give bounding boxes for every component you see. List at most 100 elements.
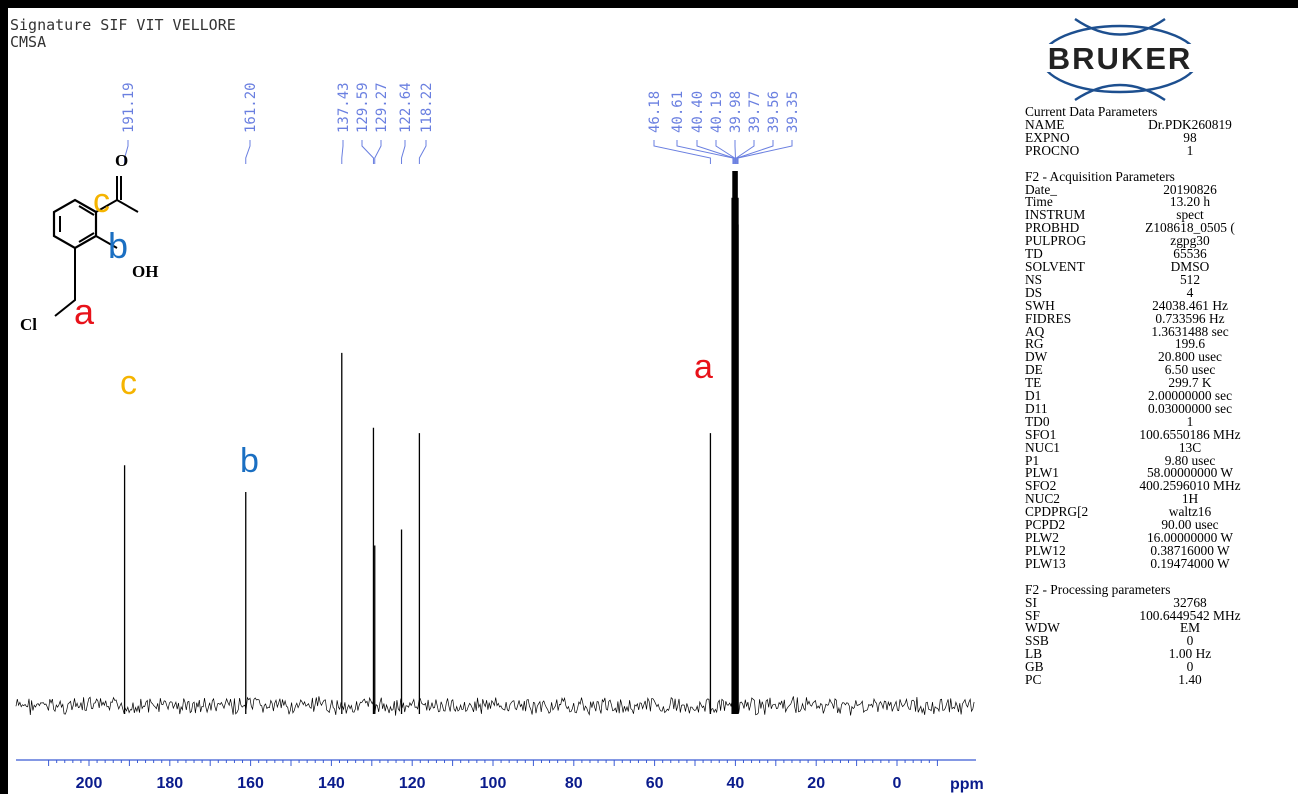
x-tick-label: 160 [237, 775, 264, 792]
peak-label: 39.77 [747, 91, 763, 133]
peak-label-connector [696, 140, 735, 164]
param-key: DS [1025, 284, 1043, 300]
param-key: INSTRUM [1025, 207, 1086, 223]
param-value: 9.80 usec [1164, 452, 1216, 468]
param-row: PCPD2 90.00 usec [1025, 518, 1293, 532]
param-row: NAME Dr.PDK260819 [1025, 116, 1293, 132]
logo-text: BRUKER [1048, 41, 1193, 76]
param-key: LB [1025, 646, 1043, 662]
param-row: SWH 24038.461 Hz [1025, 297, 1293, 313]
param-value: 1.3631488 sec [1151, 323, 1229, 339]
param-row: SFO2 400.2596010 MHz [1025, 478, 1293, 494]
param-value: 20190826 [1163, 181, 1217, 197]
x-tick-label: 20 [807, 775, 825, 792]
frame-top-border [0, 0, 1298, 8]
param-value: spect [1176, 207, 1204, 223]
param-value: 0.19474000 W [1150, 555, 1230, 571]
param-row: WDW EM [1025, 621, 1293, 635]
param-value: 58.00000000 W [1146, 465, 1234, 481]
param-key: TE [1025, 375, 1042, 391]
param-row: SFO1 100.6550186 MHz [1025, 428, 1293, 442]
param-key: NAME [1025, 116, 1065, 132]
param-key: PLW12 [1025, 542, 1066, 558]
param-row: TD0 1 [1025, 413, 1293, 429]
param-value: 1 [1186, 142, 1194, 158]
param-row: DS 4 [1025, 284, 1293, 300]
param-row: Date_ 20190826 [1025, 181, 1293, 197]
atom-label: Cl [20, 315, 37, 334]
peak-label-connector [736, 140, 774, 164]
x-tick-label: 140 [318, 775, 345, 792]
peak-label-connector [245, 140, 251, 164]
param-row: LB 1.00 Hz [1025, 646, 1293, 662]
param-key: PC [1025, 672, 1042, 688]
assignment-label: a [74, 291, 95, 332]
peak-label: 40.40 [690, 91, 706, 133]
assignment-label: b [108, 225, 128, 266]
param-row: PROCNO 1 [1025, 142, 1293, 158]
param-value: 2.00000000 sec [1147, 388, 1233, 404]
param-value: 1H [1181, 491, 1199, 507]
param-row: TD 65536 [1025, 247, 1293, 261]
param-key: D11 [1025, 400, 1048, 416]
param-value: 299.7 K [1168, 375, 1212, 391]
peak-label-connector [124, 140, 129, 164]
peak-label: 46.18 [647, 91, 663, 133]
peak-label: 39.98 [728, 91, 744, 133]
param-row: SOLVENT DMSO [1025, 258, 1293, 274]
param-value: 100.6449542 MHz [1139, 607, 1241, 623]
param-row: SI 32768 [1025, 594, 1293, 610]
param-value: 6.50 usec [1164, 362, 1216, 378]
param-value: 0.38716000 W [1150, 542, 1230, 558]
param-value: 1.00 Hz [1168, 646, 1212, 662]
chloromethyl-bond [54, 248, 76, 317]
param-key: SOLVENT [1025, 258, 1085, 274]
atom-label: O [115, 151, 128, 170]
x-tick-label: 120 [399, 775, 426, 792]
param-key: P1 [1025, 452, 1040, 468]
param-key: SI [1025, 594, 1037, 610]
acq-params-title: F2 - Acquisition Parameters [1025, 168, 1175, 184]
param-row: PLW12 0.38716000 W [1025, 542, 1293, 558]
param-key: FIDRES [1025, 310, 1072, 326]
peak-label-connector [715, 140, 736, 164]
peak-label-connector [341, 140, 344, 164]
param-key: RG [1025, 336, 1044, 352]
param-row: GB 0 [1025, 659, 1293, 675]
param-row: PROBHD Z108618_0505 ( [1025, 221, 1293, 235]
param-key: TD0 [1025, 413, 1050, 429]
peak-labels: 191.19 161.20 137.43 129.59 129.27 122.64 118.… [121, 82, 801, 164]
param-row: DW 20.800 usec [1025, 350, 1293, 364]
param-key: NUC2 [1025, 491, 1060, 507]
param-row: NS 512 [1025, 273, 1293, 287]
param-key: EXPNO [1025, 129, 1070, 145]
param-row: PLW1 58.00000000 W [1025, 465, 1293, 481]
peak-label: 122.64 [398, 82, 414, 133]
peak-label-connector [737, 140, 793, 164]
param-key: SFO2 [1025, 478, 1057, 494]
bruker-logo: BRUKER [1036, 18, 1214, 101]
param-value: zgpg30 [1170, 233, 1210, 249]
x-tick-label: 100 [480, 775, 507, 792]
param-value: 24038.461 Hz [1152, 297, 1228, 313]
peak-label: 129.59 [355, 82, 371, 133]
param-row: Time 13.20 h [1025, 194, 1293, 210]
x-tick-label: 200 [76, 775, 103, 792]
param-key: GB [1025, 659, 1044, 675]
peak-lines [123, 171, 739, 714]
param-value: 199.6 [1174, 336, 1206, 352]
param-value: 16.00000000 W [1146, 530, 1234, 545]
peak-label-connector [418, 140, 427, 164]
proc-params-list: SI 32768 SF 100.6449542 MHz WDW EM SSB 0 LB 1.00 … [1025, 594, 1293, 688]
param-row: PC 1.40 [1025, 672, 1293, 688]
peak-label-connector [361, 140, 374, 164]
param-value: DMSO [1170, 258, 1210, 274]
param-key: Time [1025, 194, 1053, 210]
param-row: SF 100.6449542 MHz [1025, 607, 1293, 623]
param-key: SF [1025, 607, 1040, 623]
x-tick-label: 0 [893, 775, 902, 792]
param-value: 98 [1183, 129, 1197, 145]
peak-label: 137.43 [336, 82, 352, 133]
peak-label-connector [735, 140, 755, 164]
